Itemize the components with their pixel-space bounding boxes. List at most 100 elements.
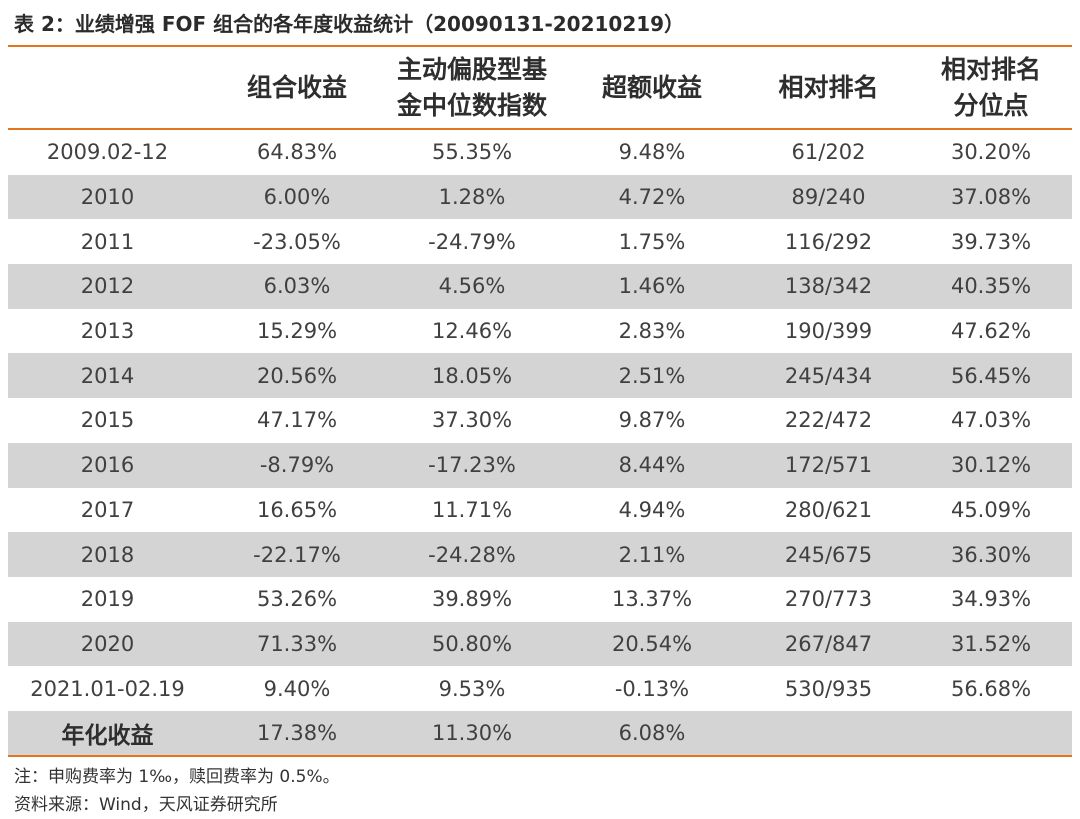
cell-median-index: 37.30% <box>431 408 513 433</box>
table-row: 2010 6.00% 1.28% 4.72% 89/240 37.08% <box>8 174 1072 220</box>
cell-median-index: 18.05% <box>431 363 513 388</box>
fee-note: 注：申购费率为 1‰，赎回费率为 0.5%。 <box>14 767 340 787</box>
cell-period: 2018 <box>80 542 135 567</box>
header-divider <box>8 128 1072 130</box>
table-row: 2018 -22.17% -24.28% 2.11% 245/675 36.30% <box>8 532 1072 577</box>
cell-rank-percentile: 30.12% <box>950 453 1032 478</box>
table-body: 2009.02-12 64.83% 55.35% 9.48% 61/202 30.20% 2… <box>8 130 1072 756</box>
cell-excess-return: 9.87% <box>618 408 686 433</box>
cell-relative-rank: 138/342 <box>784 274 873 299</box>
cell-period: 2016 <box>80 453 135 478</box>
cell-rank-percentile: 31.52% <box>950 631 1032 656</box>
header-rank-percentile: 相对排名 分位点 <box>910 52 1072 124</box>
cell-rank-percentile: 40.35% <box>950 274 1032 299</box>
cell-portfolio-return: 6.00% <box>263 185 331 210</box>
cell-portfolio-return: 53.26% <box>256 587 338 612</box>
cell-median-index: -24.28% <box>428 542 516 567</box>
cell-rank-percentile: 47.03% <box>950 408 1032 433</box>
cell-median-index: -24.79% <box>428 229 516 254</box>
cell-portfolio-return: 17.38% <box>256 721 338 746</box>
header-portfolio-line1: 组合收益 <box>246 72 347 102</box>
cell-relative-rank: 172/571 <box>784 453 873 478</box>
cell-relative-rank: 530/935 <box>784 676 873 701</box>
table-row: 2017 16.65% 11.71% 4.94% 280/621 45.09% <box>8 488 1072 533</box>
cell-portfolio-return: 71.33% <box>256 631 338 656</box>
cell-portfolio-return: -22.17% <box>253 542 341 567</box>
cell-median-index: 39.89% <box>431 587 513 612</box>
cell-period: 2011 <box>80 229 135 254</box>
header-percentile-line2: 分位点 <box>953 90 1029 120</box>
cell-period: 2009.02-12 <box>46 140 169 165</box>
cell-excess-return: 6.08% <box>618 721 686 746</box>
cell-rank-percentile: 34.93% <box>950 587 1032 612</box>
cell-excess-return: 20.54% <box>611 631 693 656</box>
cell-excess-return: 4.94% <box>618 497 686 522</box>
cell-period: 2017 <box>80 497 135 522</box>
cell-relative-rank: 89/240 <box>791 185 866 210</box>
table-title: 表 2：业绩增强 FOF 组合的各年度收益统计（20090131-2021021… <box>14 12 685 36</box>
cell-median-index: 11.71% <box>431 497 513 522</box>
cell-rank-percentile: 39.73% <box>950 229 1032 254</box>
cell-relative-rank: 267/847 <box>784 631 873 656</box>
cell-excess-return: 4.72% <box>618 185 686 210</box>
cell-period: 2019 <box>80 587 135 612</box>
table-row: 年化收益 17.38% 11.30% 6.08% <box>8 710 1072 756</box>
cell-median-index: 4.56% <box>438 274 506 299</box>
cell-relative-rank: 280/621 <box>784 497 873 522</box>
cell-relative-rank: 61/202 <box>791 140 866 165</box>
top-divider <box>8 45 1072 47</box>
cell-excess-return: 1.75% <box>618 229 686 254</box>
table-row: 2016 -8.79% -17.23% 8.44% 172/571 30.12% <box>8 442 1072 488</box>
cell-period: 2015 <box>80 408 135 433</box>
cell-excess-return: 9.48% <box>618 140 686 165</box>
cell-excess-return: 8.44% <box>618 453 686 478</box>
table-row: 2021.01-02.19 9.40% 9.53% -0.13% 530/935 56.6… <box>8 666 1072 711</box>
table-header: 组合收益 主动偏股型基 金中位数指数 超额收益 相对排名 相对排名 分位点 <box>8 47 1072 128</box>
cell-excess-return: 13.37% <box>611 587 693 612</box>
header-median-index: 主动偏股型基 金中位数指数 <box>387 52 557 124</box>
cell-portfolio-return: 9.40% <box>263 676 331 701</box>
cell-period: 2014 <box>80 363 135 388</box>
source-note: 资料来源：Wind，天风证券研究所 <box>14 795 278 815</box>
cell-rank-percentile: 30.20% <box>950 140 1032 165</box>
cell-excess-return: -0.13% <box>614 676 690 701</box>
cell-median-index: 12.46% <box>431 319 513 344</box>
table-row: 2019 53.26% 39.89% 13.37% 270/773 34.93% <box>8 577 1072 622</box>
cell-period: 2021.01-02.19 <box>30 676 185 701</box>
cell-median-index: 1.28% <box>438 185 506 210</box>
cell-rank-percentile: 56.45% <box>950 363 1032 388</box>
table-row: 2009.02-12 64.83% 55.35% 9.48% 61/202 30.20% <box>8 130 1072 175</box>
bottom-divider <box>8 755 1072 757</box>
cell-median-index: -17.23% <box>428 453 516 478</box>
cell-rank-percentile: 36.30% <box>950 542 1032 567</box>
table-row: 2013 15.29% 12.46% 2.83% 190/399 47.62% <box>8 309 1072 354</box>
cell-median-index: 9.53% <box>438 676 506 701</box>
cell-rank-percentile: 37.08% <box>950 185 1032 210</box>
table-row: 2014 20.56% 18.05% 2.51% 245/434 56.45% <box>8 353 1072 399</box>
header-median-line2: 金中位数指数 <box>396 90 547 120</box>
cell-rank-percentile: 47.62% <box>950 319 1032 344</box>
header-percentile-line1: 相对排名 <box>940 54 1041 84</box>
cell-relative-rank: 190/399 <box>784 319 873 344</box>
table-row: 2011 -23.05% -24.79% 1.75% 116/292 39.73% <box>8 219 1072 264</box>
cell-period: 2020 <box>80 631 135 656</box>
cell-relative-rank: 270/773 <box>784 587 873 612</box>
header-row: 组合收益 主动偏股型基 金中位数指数 超额收益 相对排名 相对排名 分位点 <box>8 47 1072 128</box>
cell-period: 年化收益 <box>61 723 154 750</box>
cell-relative-rank: 245/434 <box>784 363 873 388</box>
cell-relative-rank: 222/472 <box>784 408 873 433</box>
cell-portfolio-return: 16.65% <box>256 497 338 522</box>
cell-period: 2010 <box>80 185 135 210</box>
cell-excess-return: 2.83% <box>618 319 686 344</box>
cell-period: 2013 <box>80 319 135 344</box>
cell-period: 2012 <box>80 274 135 299</box>
cell-portfolio-return: 6.03% <box>263 274 331 299</box>
cell-median-index: 55.35% <box>431 140 513 165</box>
header-excess-return: 超额收益 <box>557 70 747 106</box>
cell-relative-rank: 116/292 <box>784 229 873 254</box>
header-median-line1: 主动偏股型基 <box>396 54 547 84</box>
table-row: 2015 47.17% 37.30% 9.87% 222/472 47.03% <box>8 398 1072 443</box>
cell-portfolio-return: 47.17% <box>256 408 338 433</box>
cell-median-index: 11.30% <box>431 721 513 746</box>
header-relative-rank: 相对排名 <box>747 70 910 106</box>
